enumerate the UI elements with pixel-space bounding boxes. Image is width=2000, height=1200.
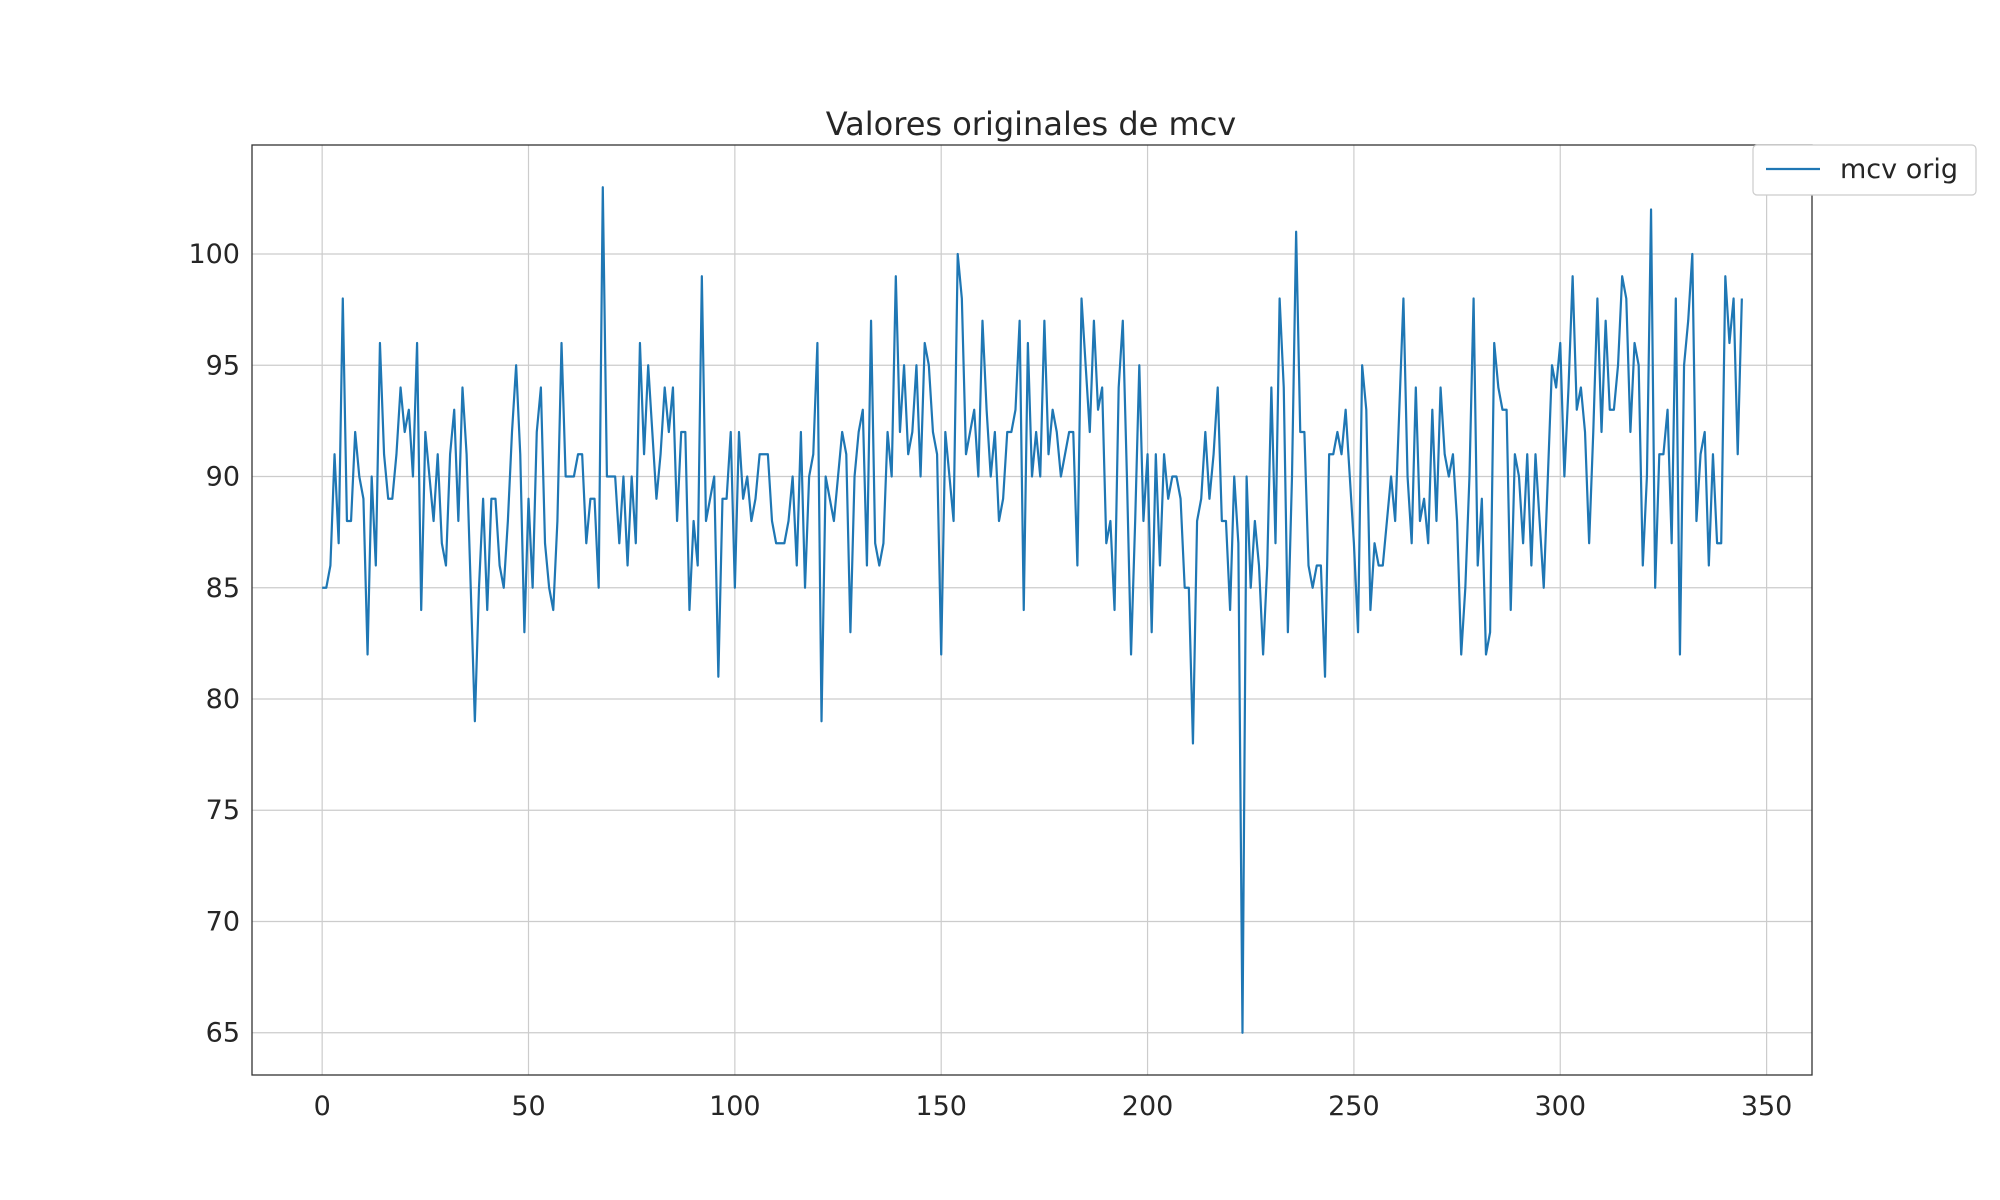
x-tick-label-200: 200 bbox=[1122, 1091, 1174, 1122]
y-tick-label-95: 95 bbox=[206, 350, 240, 381]
x-tick-label-150: 150 bbox=[915, 1091, 967, 1122]
y-tick-label-100: 100 bbox=[188, 239, 240, 270]
y-tick-label-90: 90 bbox=[206, 462, 240, 493]
chart-title: Valores originales de mcv bbox=[826, 105, 1236, 143]
x-tick-label-350: 350 bbox=[1741, 1091, 1793, 1122]
plot-frame bbox=[251, 144, 1813, 1076]
y-tick-label-70: 70 bbox=[206, 906, 240, 937]
x-tick-label-0: 0 bbox=[314, 1091, 331, 1122]
series-line-mcv-orig bbox=[322, 186, 1743, 1034]
y-tick-label-75: 75 bbox=[206, 795, 240, 826]
tick-labels: 0 50 100 150 200 250 300 350 65 70 75 80 85 90 95 100 bbox=[188, 239, 1792, 1122]
y-tick-label-80: 80 bbox=[206, 684, 240, 715]
x-tick-label-250: 250 bbox=[1328, 1091, 1380, 1122]
x-tick-label-100: 100 bbox=[709, 1091, 761, 1122]
x-tick-label-300: 300 bbox=[1534, 1091, 1586, 1122]
series-layer bbox=[322, 186, 1743, 1034]
legend-label-mcv-orig: mcv orig bbox=[1840, 154, 1958, 185]
y-tick-label-65: 65 bbox=[206, 1018, 240, 1049]
grid bbox=[252, 145, 1812, 1075]
legend: mcv orig bbox=[1752, 144, 1977, 196]
x-tick-label-50: 50 bbox=[511, 1091, 545, 1122]
legend-box bbox=[1752, 144, 1977, 196]
y-tick-label-85: 85 bbox=[206, 573, 240, 604]
